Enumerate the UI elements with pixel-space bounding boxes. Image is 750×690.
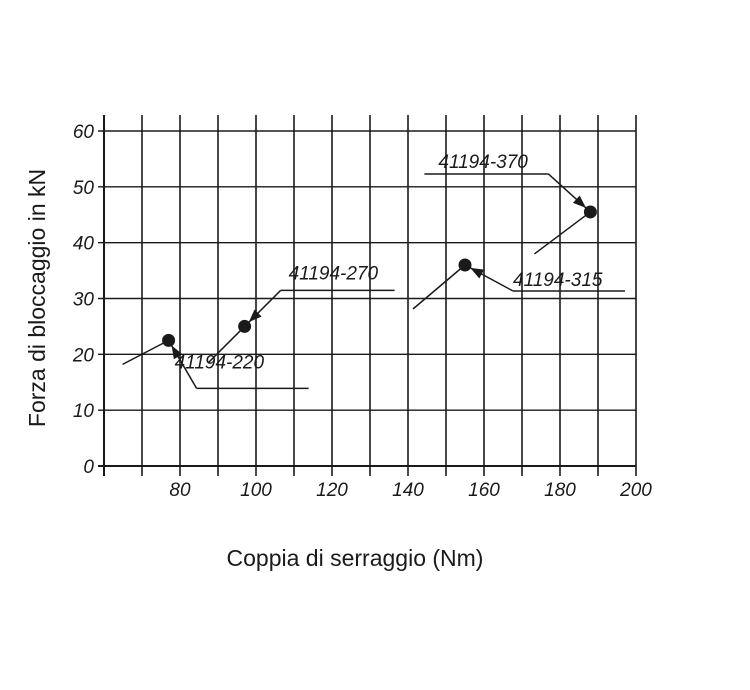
callout-arrowhead <box>171 345 183 360</box>
y-tick-label: 30 <box>73 290 95 311</box>
x-tick-label: 180 <box>544 480 576 501</box>
y-tick-label: 20 <box>72 345 95 366</box>
data-point <box>583 205 597 219</box>
trend-stub <box>412 264 466 310</box>
x-tick-label: 160 <box>468 480 500 501</box>
data-point <box>458 258 472 272</box>
y-tick-label: 0 <box>83 457 94 478</box>
y-tick-label: 50 <box>73 178 95 199</box>
callout-arrowhead <box>248 309 262 323</box>
x-tick-label: 140 <box>392 480 424 501</box>
y-axis-title: Forza di bloccaggio in kN <box>24 169 50 427</box>
callout-arrowhead <box>572 195 586 208</box>
x-axis-ticks: 80 100 120 140 160 180 200 <box>169 480 652 501</box>
callouts: 41194-220 41194-270 41194-315 41194-370 <box>122 152 625 390</box>
callout-label: 41194-220 <box>175 352 265 373</box>
y-tick-label: 10 <box>73 401 95 422</box>
trend-stub <box>122 339 169 366</box>
x-tick-label: 200 <box>619 480 652 501</box>
y-axis-ticks: 0 10 20 30 40 50 60 <box>72 122 95 478</box>
trend-stub <box>208 325 246 363</box>
data-point <box>238 319 252 333</box>
y-tick-label: 40 <box>73 234 95 255</box>
callout-label: 41194-270 <box>289 263 379 284</box>
trend-stub <box>533 211 591 255</box>
data-point <box>162 333 176 347</box>
x-tick-label: 100 <box>240 480 272 501</box>
callout-arrowhead <box>470 267 485 279</box>
grid <box>98 115 637 476</box>
x-axis-title: Coppia di serraggio (Nm) <box>227 545 484 571</box>
y-tick-label: 60 <box>73 122 95 143</box>
data-points <box>162 205 597 347</box>
x-tick-label: 120 <box>316 480 348 501</box>
callout-label: 41194-370 <box>438 152 528 173</box>
callout-label: 41194-315 <box>513 270 603 291</box>
x-tick-label: 80 <box>169 480 191 501</box>
